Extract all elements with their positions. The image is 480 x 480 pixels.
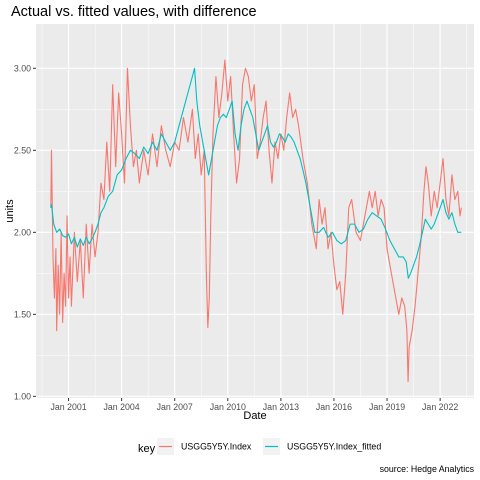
legend-item-fitted: USGG5Y5Y.Index_fitted: [263, 438, 381, 455]
y-tick-label: 1.50: [14, 309, 31, 319]
x-tick-label: Jan 2022: [422, 402, 458, 412]
grid-major: [36, 24, 474, 398]
legend-item-actual: USGG5Y5Y.Index: [157, 438, 252, 455]
x-tick-label: Jan 2001: [50, 402, 86, 412]
x-axis: Jan 2001 Jan 2004 Jan 2007 Jan 2010 Jan 2013…: [50, 398, 458, 412]
series-layer: [50, 59, 462, 383]
series-line-fitted: [50, 67, 462, 279]
y-tick-label: 1.00: [14, 391, 31, 401]
y-tick-label: 3.00: [14, 63, 31, 73]
x-tick-label: Jan 2016: [316, 402, 352, 412]
x-tick-label: Jan 2013: [263, 402, 299, 412]
x-tick-label: Jan 2019: [369, 402, 405, 412]
y-axis-title: units: [4, 199, 16, 223]
chart-caption: source: Hedge Analytics: [380, 464, 475, 474]
x-tick-label: Jan 2004: [104, 402, 140, 412]
y-tick-label: 2.50: [14, 145, 31, 155]
legend-label-actual: USGG5Y5Y.Index: [181, 442, 252, 452]
plot-panel: [36, 24, 474, 398]
chart-title: Actual vs. fitted values, with differenc…: [11, 4, 257, 20]
legend-title: key: [138, 443, 156, 455]
x-axis-title: Date: [243, 410, 266, 422]
series-line-actual: [50, 59, 462, 383]
legend-label-fitted: USGG5Y5Y.Index_fitted: [287, 442, 381, 452]
legend: key USGG5Y5Y.Index USGG5Y5Y.Index_fitted: [138, 438, 381, 455]
y-tick-label: 2.00: [14, 227, 31, 237]
y-axis: 1.00 1.50 2.00 2.50 3.00: [14, 63, 36, 401]
x-tick-label: Jan 2010: [210, 402, 246, 412]
x-tick-label: Jan 2007: [157, 402, 193, 412]
